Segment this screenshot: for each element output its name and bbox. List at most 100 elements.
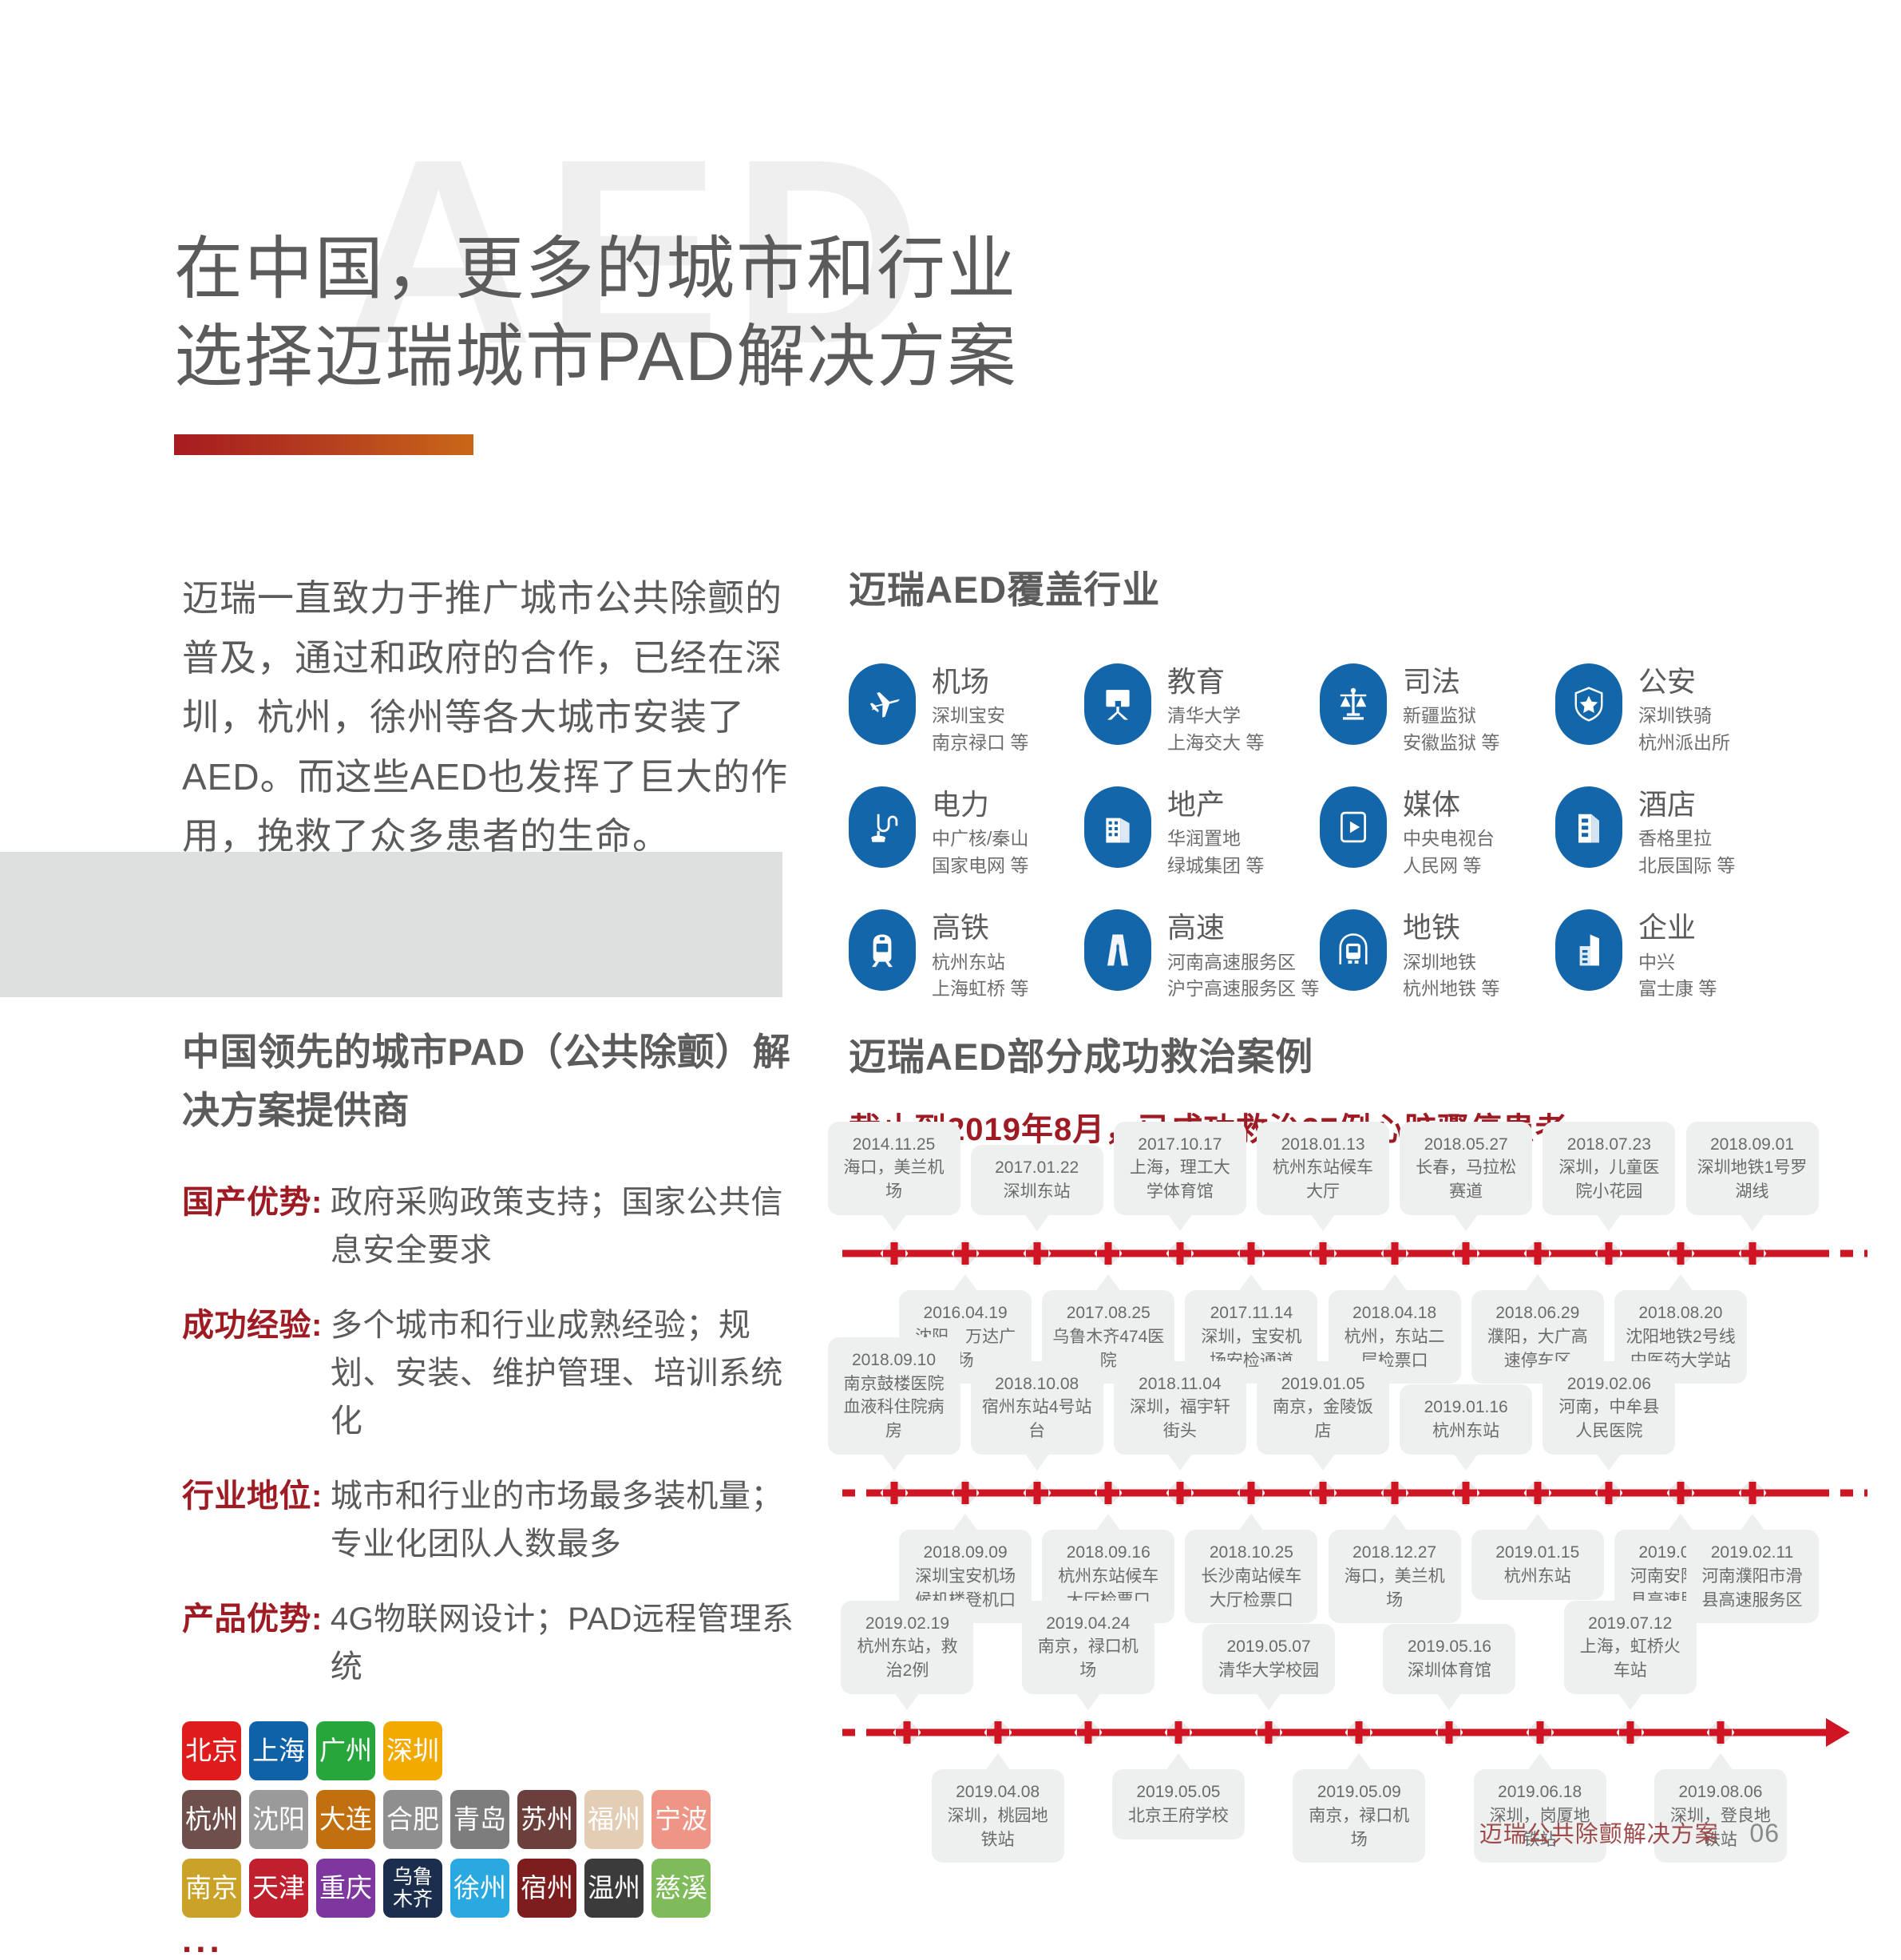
timeline-cross-marker: [1022, 1238, 1052, 1269]
case-place: 深圳，岗厦地铁站: [1489, 1806, 1590, 1849]
industry-item: 高速 河南高速服务区 沪宁高速服务区 等: [1084, 909, 1320, 1002]
city-tag[interactable]: 福州: [584, 1789, 644, 1849]
timeline-cross-marker: [1073, 1717, 1103, 1748]
case-date: 2018.05.27: [1424, 1134, 1508, 1154]
airplane-icon: [849, 663, 916, 745]
city-tag[interactable]: 重庆: [316, 1858, 375, 1918]
city-tag[interactable]: 广州: [316, 1720, 375, 1780]
city-tag[interactable]: 温州: [584, 1858, 644, 1918]
case-date: 2019.02.19: [865, 1614, 950, 1633]
case-date: 2019.06.18: [1498, 1783, 1582, 1801]
timeline-cross-marker: [1236, 1238, 1266, 1269]
city-tag[interactable]: 天津: [249, 1858, 308, 1918]
city-tag[interactable]: 慈溪: [651, 1858, 711, 1918]
city-tag[interactable]: 南京: [182, 1858, 241, 1918]
media-play-icon: [1320, 786, 1387, 869]
case-place: 杭州东站，救治2例: [857, 1637, 958, 1681]
city-tag[interactable]: 徐州: [450, 1858, 509, 1918]
case-date: 2018.09.09: [923, 1543, 1008, 1562]
timeline-axis-line: [877, 1489, 1816, 1497]
case-date: 2018.07.23: [1566, 1134, 1651, 1154]
industry-example-1: 深圳铁骑: [1638, 705, 1712, 727]
metro-icon: [1320, 909, 1387, 992]
timeline-cross-marker: [1022, 1478, 1052, 1508]
city-tag[interactable]: 青岛: [450, 1789, 509, 1849]
industry-example-1: 香格里拉: [1638, 828, 1712, 849]
right-column: 迈瑞AED覆盖行业 机场 深圳宝安 南京禄口 等 教育 清华大学 上海交大 等 司法 新疆监狱…: [849, 559, 1791, 1010]
timeline-case-bubble: 2017.10.17 上海，理工大学体育馆: [1113, 1121, 1246, 1215]
industry-example-2: 安徽监狱 等: [1403, 731, 1500, 753]
timeline-cross-marker: [1665, 1478, 1696, 1508]
industry-item: 司法 新疆监狱 安徽监狱 等: [1320, 663, 1555, 756]
timeline-cross-marker: [1236, 1478, 1266, 1508]
easel-icon: [1084, 663, 1151, 745]
timeline-case-bubble: 2019.02.11 河南濮阳市滑县高速服务区: [1685, 1530, 1819, 1624]
case-date: 2018.08.20: [1638, 1304, 1723, 1322]
case-date: 2018.10.08: [995, 1374, 1079, 1393]
case-place: 长春，马拉松赛道: [1416, 1158, 1517, 1202]
city-tag[interactable]: 宁波: [651, 1789, 711, 1849]
case-date: 2019.05.05: [1136, 1783, 1221, 1801]
industry-name: 教育: [1167, 665, 1226, 698]
case-place: 深圳，桃园地铁站: [947, 1806, 1048, 1849]
case-place: 深圳体育馆: [1407, 1661, 1491, 1681]
timeline-cross-marker: [1093, 1478, 1123, 1508]
industry-example-2: 杭州地铁 等: [1403, 977, 1500, 999]
city-tag[interactable]: 深圳: [383, 1720, 442, 1780]
city-tag[interactable]: 沈阳: [249, 1789, 308, 1849]
advantage-value: 多个城市和行业成熟经验；规划、安装、维护管理、培训系统化: [330, 1307, 783, 1439]
page-title-line1: 在中国，更多的城市和行业: [174, 231, 1017, 307]
industry-name: 地铁: [1403, 911, 1461, 944]
hotel-icon: [1555, 786, 1622, 869]
city-tag[interactable]: 乌鲁 木齐: [383, 1858, 442, 1918]
city-tag[interactable]: 大连: [316, 1789, 375, 1849]
timeline-cross-marker: [1594, 1238, 1624, 1269]
city-tag[interactable]: 杭州: [182, 1789, 241, 1849]
industry-item: 媒体 中央电视台 人民网 等: [1320, 786, 1555, 879]
industry-item: 机场 深圳宝安 南京禄口 等: [849, 663, 1084, 756]
timeline-cross-marker: [1615, 1717, 1646, 1748]
case-date: 2017.10.17: [1138, 1134, 1222, 1154]
city-tag[interactable]: 北京: [182, 1720, 241, 1780]
case-date: 2018.04.18: [1352, 1304, 1437, 1322]
city-tag[interactable]: 苏州: [517, 1789, 576, 1849]
case-place: 南京，禄口机场: [1309, 1806, 1410, 1849]
timeline-axis-dash-left: [842, 1489, 879, 1497]
timeline-cross-marker: [1737, 1478, 1768, 1508]
timeline-axis-dash-right: [1816, 1249, 1867, 1257]
industry-example-2: 南京禄口 等: [932, 731, 1029, 753]
page-root: AED 在中国，更多的城市和行业 选择迈瑞城市PAD解决方案 迈瑞一直致力于推广…: [0, 0, 1901, 1899]
timeline-cross-marker: [1344, 1717, 1374, 1748]
case-place: 海口，美兰机场: [843, 1158, 945, 1202]
timeline-cross-marker: [1308, 1478, 1338, 1508]
timeline-case-bubble: 2019.05.07 清华大学校园: [1202, 1624, 1336, 1694]
case-date: 2018.09.16: [1066, 1543, 1151, 1562]
industry-example-1: 杭州东站: [932, 951, 1005, 972]
timeline-cross-marker: [1451, 1478, 1481, 1508]
timeline-case-bubble: 2019.05.09 南京，禄口机场: [1293, 1769, 1426, 1863]
industry-example-2: 沪宁高速服务区 等: [1167, 977, 1320, 999]
timeline-cross-marker: [892, 1717, 922, 1748]
industry-text: 高速 河南高速服务区 沪宁高速服务区 等: [1167, 909, 1319, 1002]
case-place: 宿州东站4号站台: [981, 1398, 1092, 1441]
case-place: 上海，虹桥火车站: [1579, 1637, 1681, 1681]
case-place: 南京鼓楼医院血液科住院病房: [843, 1374, 945, 1441]
city-tag[interactable]: 宿州: [517, 1858, 576, 1918]
advantage-key: 行业地位:: [182, 1478, 323, 1514]
industry-grid: 机场 深圳宝安 南京禄口 等 教育 清华大学 上海交大 等 司法 新疆监狱 安徽监狱 等 公安 深圳…: [849, 663, 1791, 1002]
city-tag-row: 南京 天津 重庆 乌鲁 木齐 徐州 宿州 温州 慈溪: [182, 1858, 813, 1918]
timeline-case-bubble: 2019.02.19 杭州东站，救治2例: [841, 1600, 974, 1694]
city-tag[interactable]: 上海: [249, 1720, 308, 1780]
case-date: 2019.05.16: [1407, 1637, 1491, 1657]
advantage-row: 产品优势: 4G物联网设计；PAD远程管理系统: [182, 1595, 813, 1691]
footer-dot: ·: [1726, 1822, 1736, 1847]
city-tag[interactable]: 合肥: [383, 1789, 442, 1849]
timeline-cross-marker: [1523, 1238, 1553, 1269]
case-place: 上海，理工大学体育馆: [1129, 1158, 1230, 1202]
timeline-cross-marker: [1451, 1238, 1481, 1269]
highway-icon: [1084, 909, 1151, 992]
industry-item: 企业 中兴 富士康 等: [1555, 909, 1791, 1002]
timeline-cross-marker: [1165, 1478, 1195, 1508]
timeline-case-bubble: 2014.11.25 海口，美兰机场: [827, 1121, 960, 1215]
timeline-cross-marker: [879, 1478, 909, 1508]
